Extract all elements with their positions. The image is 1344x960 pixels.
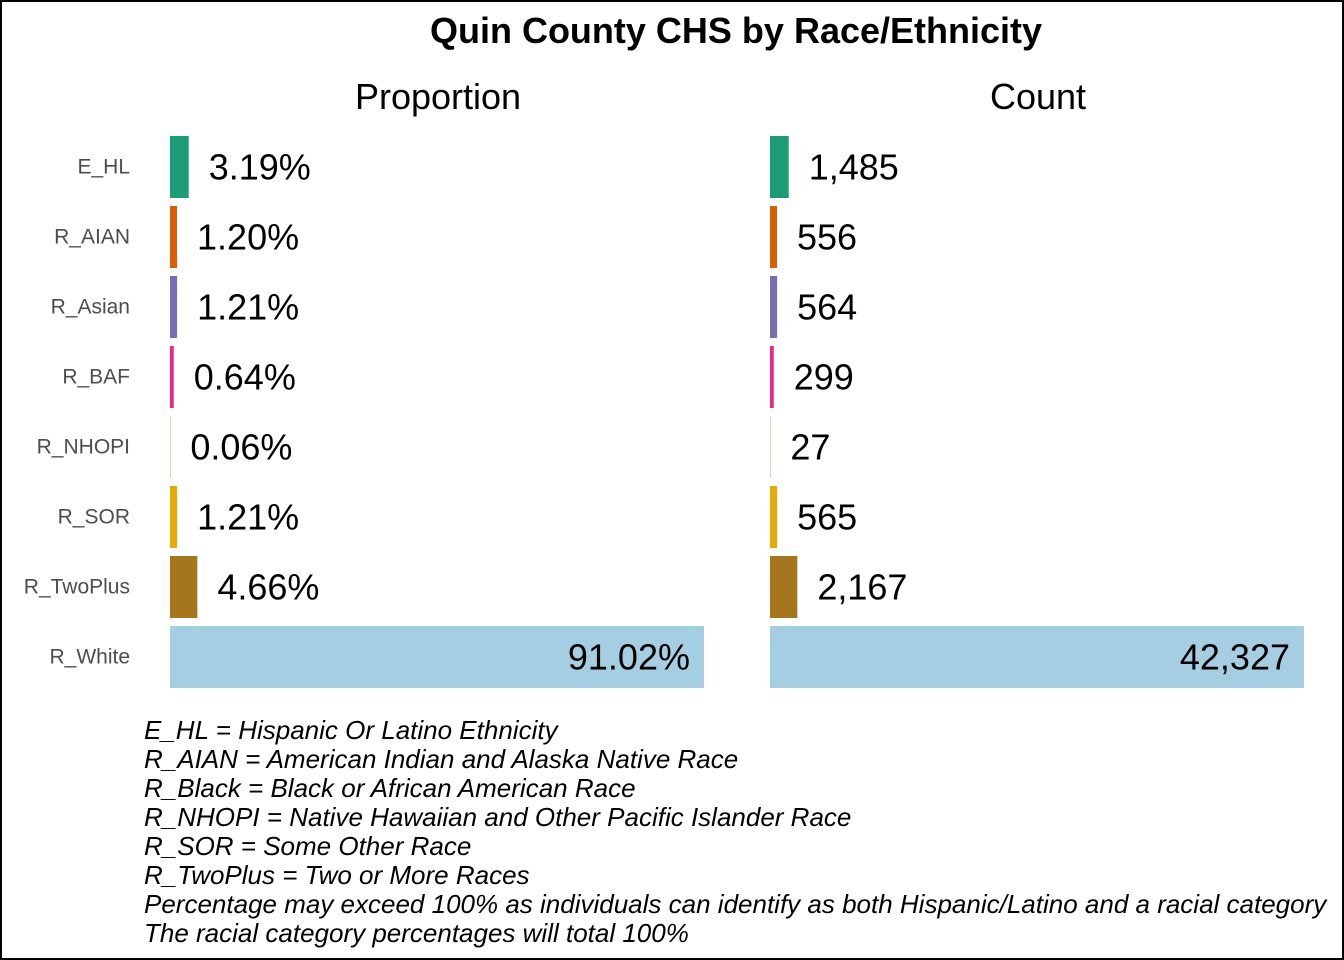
category-label: E_HL xyxy=(77,156,130,179)
note-line: R_NHOPI = Native Hawaiian and Other Paci… xyxy=(144,802,852,832)
category-label: R_AIAN xyxy=(54,226,130,249)
note-line: R_SOR = Some Other Race xyxy=(144,831,472,861)
data-label: 0.06% xyxy=(190,427,292,468)
bar xyxy=(770,486,778,548)
data-label: 565 xyxy=(797,497,857,538)
bar xyxy=(170,556,198,618)
chart-title: Quin County CHS by Race/Ethnicity xyxy=(429,10,1043,51)
data-label: 1.20% xyxy=(197,217,299,258)
bar xyxy=(170,276,178,338)
bar xyxy=(170,346,174,408)
note-line: R_AIAN = American Indian and Alaska Nati… xyxy=(144,744,739,774)
bar xyxy=(170,206,178,268)
bar xyxy=(170,136,189,198)
bar xyxy=(170,486,178,548)
bar xyxy=(770,206,778,268)
data-label: 4.66% xyxy=(217,567,319,608)
chart-plot: E_HL R_AIAN R_Asian R_BAF R_NHOPI R_SOR R_TwoP… xyxy=(24,136,1304,688)
note-line: The racial category percentages will tot… xyxy=(144,918,689,948)
notes-block: E_HL = Hispanic Or Latino Ethnicity R_AI… xyxy=(144,716,1340,948)
data-label: 0.64% xyxy=(194,357,296,398)
data-label: 1.21% xyxy=(197,287,299,328)
note-line: Percentage may exceed 100% as individual… xyxy=(144,889,1327,919)
data-label: 556 xyxy=(797,217,857,258)
data-label: 27 xyxy=(790,427,830,468)
data-label: 564 xyxy=(797,287,857,328)
data-label: 299 xyxy=(794,357,854,398)
bar xyxy=(770,556,798,618)
note-line: R_Black = Black or African American Race xyxy=(144,773,636,803)
data-label: 3.19% xyxy=(209,147,311,188)
note-line: E_HL = Hispanic Or Latino Ethnicity xyxy=(144,716,558,745)
data-label: 1,485 xyxy=(809,147,899,188)
note-line: R_TwoPlus = Two or More Races xyxy=(144,860,530,890)
category-label: R_SOR xyxy=(58,506,130,529)
data-label: 2,167 xyxy=(817,567,907,608)
category-label: R_NHOPI xyxy=(37,436,130,459)
bar xyxy=(770,276,778,338)
panel-title-count: Count xyxy=(989,76,1087,117)
bar xyxy=(770,136,789,198)
category-label: R_Asian xyxy=(51,296,130,319)
data-label: 42,327 xyxy=(1180,637,1290,678)
bar xyxy=(770,346,774,408)
bar xyxy=(770,626,1304,688)
bar xyxy=(170,626,704,688)
panel-title-proportion: Proportion xyxy=(354,76,522,117)
data-label: 91.02% xyxy=(568,637,690,678)
category-label: R_BAF xyxy=(62,366,130,389)
category-label: R_White xyxy=(49,646,130,669)
data-label: 1.21% xyxy=(197,497,299,538)
category-label: R_TwoPlus xyxy=(24,576,130,599)
